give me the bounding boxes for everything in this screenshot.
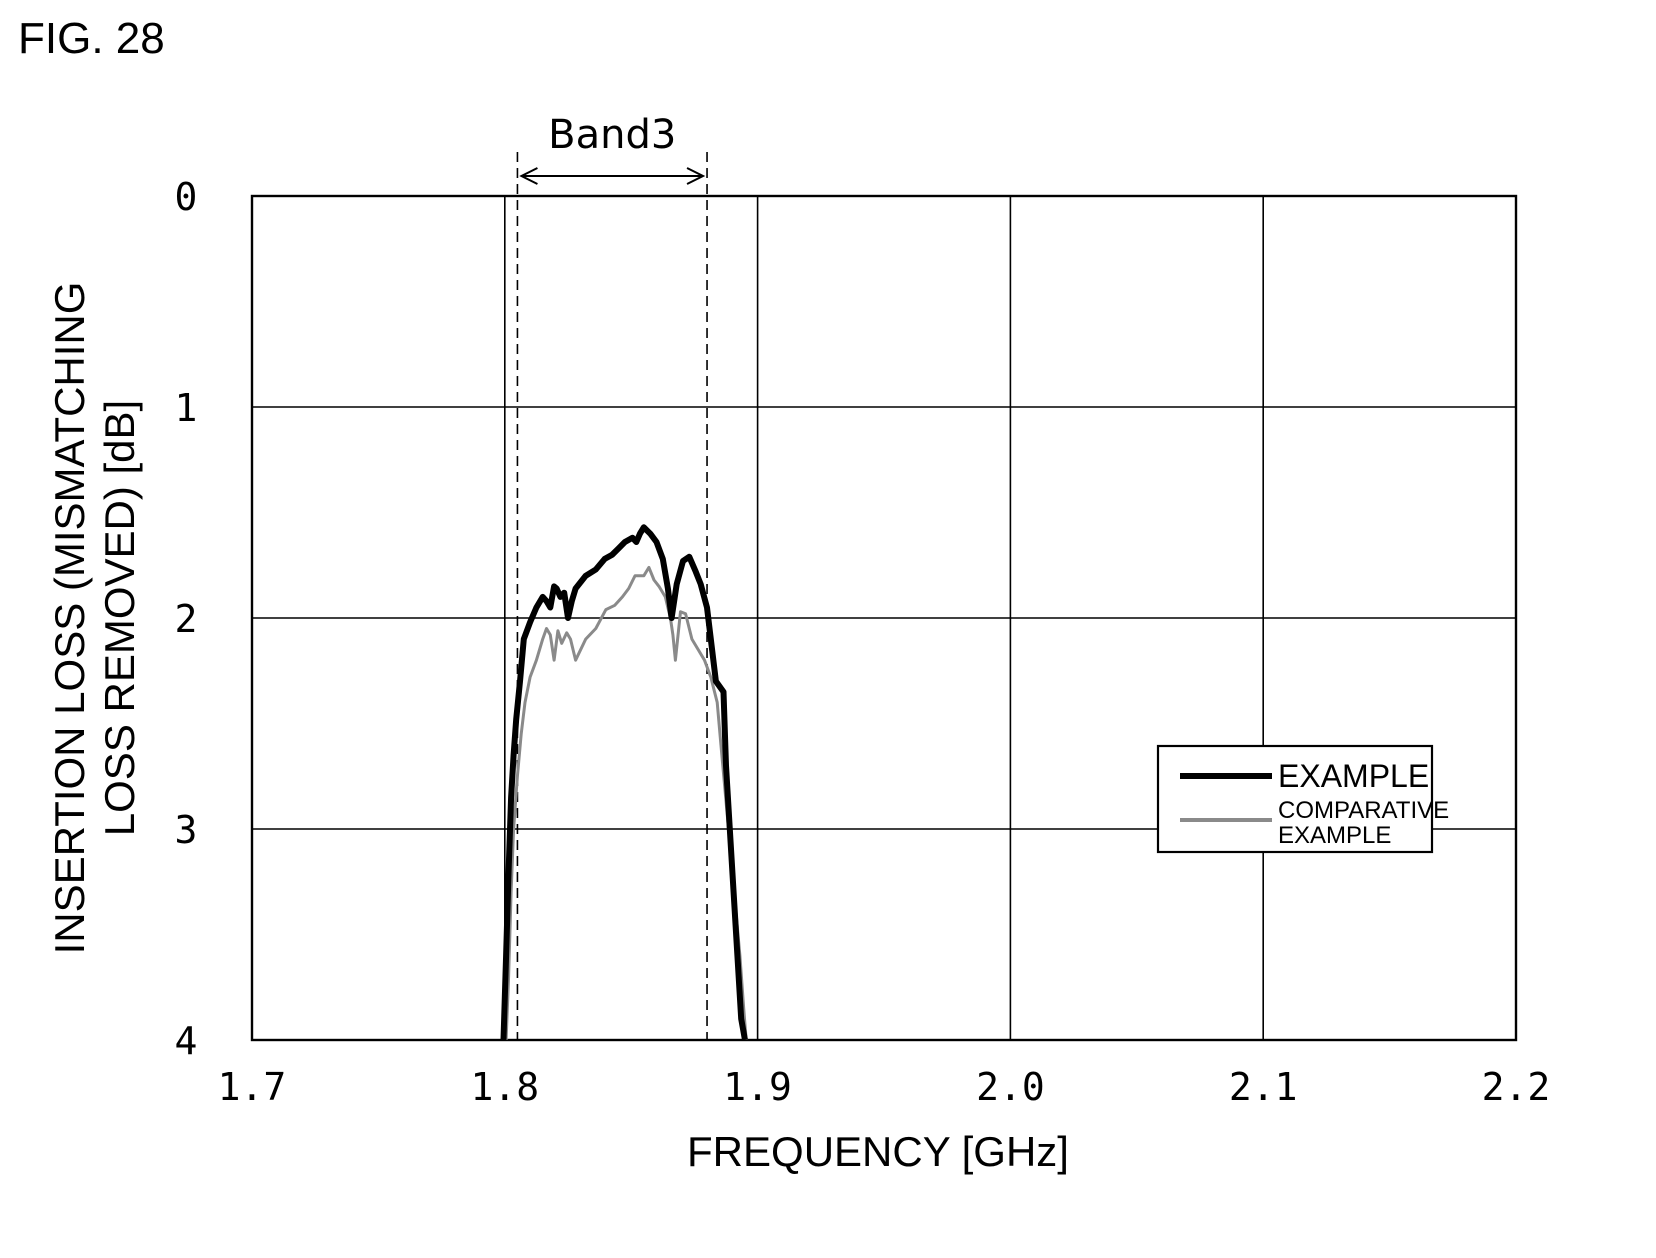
y-tick-label: 0 — [175, 175, 198, 219]
x-tick-labels: 1.7 1.8 1.9 2.0 2.1 2.2 — [218, 1065, 1551, 1109]
legend-box — [1156, 744, 1434, 854]
y-tick-label: 3 — [175, 808, 198, 852]
x-tick-label: 2.2 — [1482, 1065, 1551, 1109]
y-tick-labels: 0 1 2 3 4 — [175, 175, 198, 1063]
legend-label-comparative-2: EXAMPLE — [1278, 822, 1391, 849]
y-axis-label-line-1: INSERTION LOSS (MISMATCHING — [46, 282, 93, 955]
x-tick-label: 2.0 — [976, 1065, 1045, 1109]
grid — [250, 194, 1518, 1042]
x-tick-label: 1.9 — [723, 1065, 792, 1109]
y-tick-label: 4 — [175, 1019, 198, 1063]
y-axis-label-line-2: LOSS REMOVED) [dB] — [96, 400, 143, 836]
legend-label-comparative: COMPARATIVE — [1278, 797, 1449, 824]
x-axis-label: FREQUENCY [GHz] — [687, 1128, 1069, 1175]
x-tick-label: 2.1 — [1229, 1065, 1298, 1109]
figure-label: FIG. 28 — [18, 14, 165, 63]
band-arrow-left — [519, 167, 538, 185]
series-layer — [500, 524, 748, 1040]
y-tick-label: 1 — [175, 386, 198, 430]
band-arrow-right — [686, 167, 706, 185]
series-line-example — [500, 524, 748, 1040]
y-tick-label: 2 — [175, 597, 198, 641]
legend-label-example: EXAMPLE — [1278, 758, 1429, 794]
x-tick-label: 1.7 — [218, 1065, 287, 1109]
x-tick-label: 1.8 — [470, 1065, 539, 1109]
band-annotation: Band3 — [516, 112, 708, 1040]
y-axis-label: INSERTION LOSS (MISMATCHING LOSS REMOVED… — [46, 282, 143, 955]
series-line-comparative-example — [504, 565, 748, 1040]
band-label: Band3 — [548, 112, 676, 158]
plot-frame — [250, 194, 1518, 1042]
